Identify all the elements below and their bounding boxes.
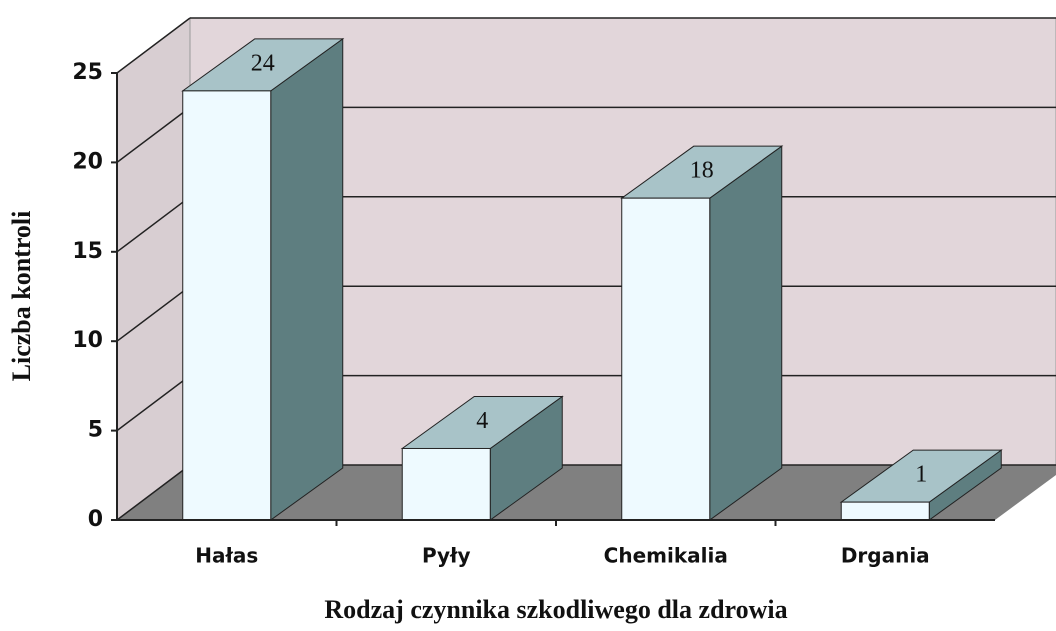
- bar: 1: [839, 449, 1003, 521]
- bar: 18: [620, 145, 784, 521]
- y-axis-title: Liczba kontroli: [7, 211, 36, 382]
- bar-front: [182, 90, 272, 521]
- x-tick-label: Hałas: [195, 544, 258, 568]
- bar-side: [270, 37, 344, 521]
- floor: [117, 465, 1056, 520]
- grid-line-side: [116, 17, 191, 74]
- grid-line-side: [116, 375, 191, 432]
- grid-line-side: [116, 285, 191, 342]
- side-wall: [116, 16, 191, 522]
- bar-side: [709, 145, 783, 521]
- grid-line-side: [116, 464, 191, 521]
- y-tick-label: 5: [88, 418, 103, 443]
- value-label: 4: [476, 408, 488, 434]
- bar: 24: [181, 37, 345, 521]
- y-tick-label: 25: [72, 60, 103, 85]
- x-tick-label: Pyły: [422, 544, 471, 568]
- y-tick-label: 15: [72, 239, 103, 264]
- value-label: 24: [251, 50, 275, 76]
- y-tick-label: 10: [72, 328, 103, 353]
- y-tick-label: 0: [88, 507, 103, 532]
- x-axis-title: Rodzaj czynnika szkodliwego dla zdrowia: [324, 595, 787, 624]
- bar-front: [401, 447, 491, 521]
- bar: 4: [400, 395, 564, 521]
- value-label: 1: [915, 462, 927, 488]
- grid-line-side: [116, 196, 191, 253]
- x-tick-label: Chemikalia: [604, 544, 728, 568]
- bar-front: [621, 197, 711, 521]
- value-label: 18: [690, 158, 714, 184]
- x-tick-label: Drgania: [841, 544, 930, 568]
- grid-line-side: [116, 106, 191, 163]
- bar-front: [840, 501, 930, 521]
- y-tick-label: 20: [72, 149, 103, 174]
